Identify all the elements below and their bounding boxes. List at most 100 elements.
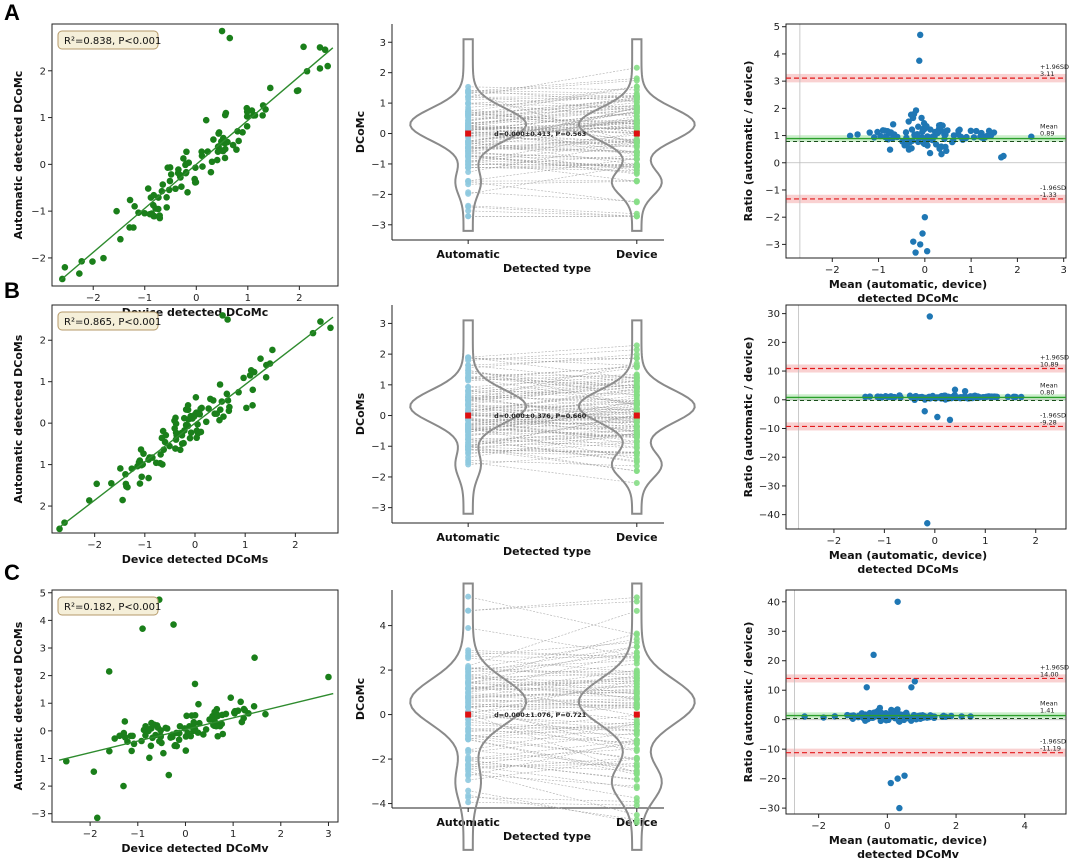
device-point (633, 364, 640, 371)
pair-line (468, 395, 637, 414)
automatic-point (465, 213, 472, 220)
y-tick-label: −20 (759, 453, 780, 464)
pair-line (468, 90, 637, 103)
pair-line (468, 724, 637, 732)
device-point (633, 371, 640, 378)
mean-marker-device (633, 711, 640, 718)
difference-annotation: d=0.000±0.413, P=0.563 (494, 130, 586, 138)
chart-b-scatter: 2 1 0 1 2 −2 −1 0 1 2 R²=0.865, P<0.001 Device dete… (12, 304, 339, 566)
scatter-point (238, 718, 246, 726)
pair-line (468, 163, 637, 167)
device-point (633, 95, 640, 102)
y-tick-label: 3 (380, 319, 386, 330)
pair-line (468, 421, 637, 426)
pair-line (468, 418, 637, 432)
difference-annotation: d=0.000±0.376, P=0.660 (494, 412, 587, 420)
y-tick-label: 3 (380, 38, 386, 49)
scatter-point (136, 480, 144, 487)
x-tick-label: 2 (278, 829, 284, 840)
y-tick-label: −1 (765, 185, 780, 196)
ba-point (973, 127, 980, 135)
ba-point (970, 134, 978, 141)
pair-line (468, 95, 637, 98)
y-tick-label: 0 (774, 158, 780, 169)
pair-line (468, 345, 637, 358)
chart-c-scatter: −3 2 1 0 1 2 3 4 5 −2 −1 0 1 2 3 R²=0.182, P<0.001 Devic… (12, 588, 339, 855)
pair-line (468, 460, 637, 467)
pair-line (468, 732, 637, 753)
device-point (633, 812, 640, 819)
scatter-point (212, 722, 220, 730)
pair-line (468, 124, 637, 142)
ba-point (920, 140, 927, 147)
device-point (633, 83, 640, 90)
pair-line (468, 404, 637, 409)
pair-line (468, 127, 637, 133)
pair-line (468, 419, 637, 433)
device-point (633, 198, 640, 205)
pair-line (468, 680, 637, 715)
pair-line (468, 377, 637, 406)
pair-line (468, 756, 637, 768)
pair-line (468, 122, 637, 131)
pair-line (468, 155, 637, 160)
ba-point (987, 393, 994, 400)
scatter-point (259, 102, 267, 109)
automatic-point (465, 787, 472, 794)
lower-loa-label: -1.96SD (1040, 738, 1066, 746)
y-tick-label: −3 (371, 220, 386, 231)
scatter-point (199, 163, 206, 170)
scatter-point (316, 65, 324, 72)
pair-line (468, 797, 637, 802)
device-point (633, 740, 640, 747)
pair-line (468, 354, 637, 369)
pair-line (468, 795, 637, 820)
scatter-point (202, 418, 210, 426)
pair-line (468, 706, 637, 709)
y-tick-label: 2 (40, 782, 46, 793)
ba-point (907, 111, 915, 118)
y-axis-label: Automatic detected DCoMs (12, 334, 25, 503)
stat-box (57, 596, 159, 616)
scatter-point (178, 183, 185, 190)
ba-point (934, 129, 941, 137)
scatter-point (100, 254, 107, 262)
y-tick-label: −1 (371, 159, 386, 170)
scatter-point (145, 727, 152, 735)
x-tick-label: 4 (1022, 821, 1028, 832)
ba-point (859, 711, 866, 718)
pair-line (468, 380, 637, 403)
scatter-point (108, 479, 115, 487)
ba-point (928, 136, 935, 143)
scatter-point (303, 67, 311, 75)
stat-text: R²=0.838, P<0.001 (64, 36, 161, 47)
pair-line (468, 597, 637, 612)
device-point (633, 148, 640, 155)
pair-line (468, 668, 637, 679)
automatic-point (465, 794, 472, 801)
pair-line (468, 790, 637, 823)
pair-line (468, 461, 637, 484)
y-axis-label: Automatic detected DCoMs (12, 621, 25, 790)
x-tick-label: 2 (296, 293, 302, 304)
pair-line (468, 112, 637, 131)
pair-line (468, 695, 637, 705)
pair-line (468, 155, 637, 166)
device-point (633, 594, 640, 601)
pair-line (468, 80, 637, 94)
pair-line (468, 448, 637, 472)
pair-line (468, 205, 637, 215)
fit-line (58, 692, 334, 761)
chart-b-violin: −3 −2 −1 0 1 2 3 Automatic Device d=0.000±0.376, … (354, 305, 696, 558)
scatter-point (166, 177, 174, 185)
pair-line (468, 740, 637, 777)
device-point (633, 755, 640, 762)
panel-letter-c: C (4, 560, 20, 585)
scatter-point (225, 407, 233, 415)
upper-loa-label: +1.96SD (1040, 663, 1069, 671)
x-axis-label: Mean (automatic, device) (829, 834, 987, 847)
scatter-point (222, 710, 230, 718)
automatic-point (465, 387, 472, 394)
pair-line (468, 164, 637, 195)
